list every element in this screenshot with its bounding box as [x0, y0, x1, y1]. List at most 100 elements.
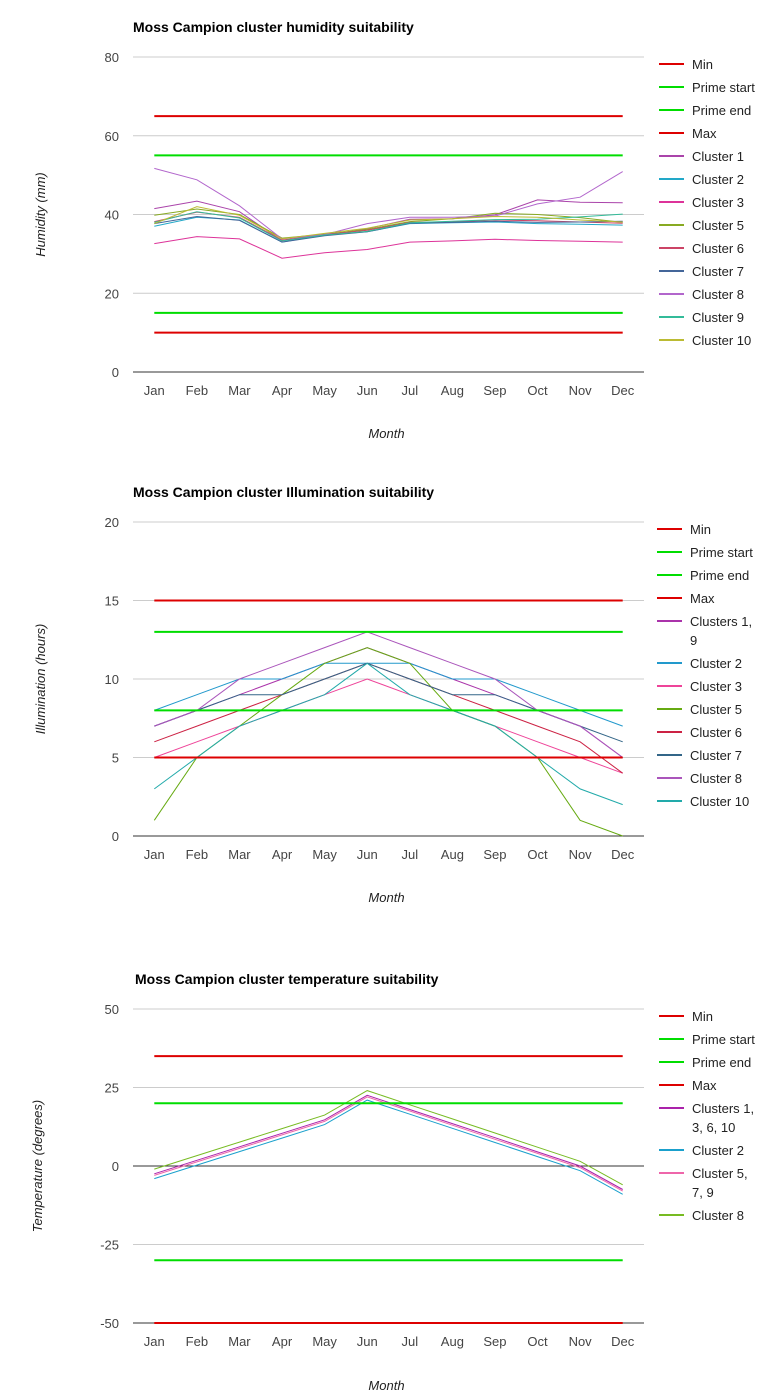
legend-item[interactable]: Cluster 1 — [659, 149, 744, 164]
legend-item[interactable]: Prime start — [659, 80, 755, 95]
legend-label: Min — [692, 57, 713, 72]
legend-item[interactable]: Max — [659, 126, 717, 141]
legend-label: Cluster 5, — [692, 1166, 748, 1181]
legend-label: Cluster 3 — [692, 195, 744, 210]
legend-label: Prime start — [690, 545, 753, 560]
legend-label: Clusters 1, — [692, 1101, 754, 1116]
y-tick-label: 25 — [105, 1081, 119, 1096]
chart-3: Moss Campion cluster temperature suitabi… — [30, 971, 755, 1390]
legend-label: Max — [692, 1078, 717, 1093]
x-tick-label: Mar — [228, 847, 251, 862]
legend-label: Cluster 7 — [690, 748, 742, 763]
chart-title: Moss Campion cluster humidity suitabilit… — [133, 19, 414, 35]
x-tick-label: Jan — [144, 383, 165, 398]
x-tick-label: Jun — [357, 1334, 378, 1349]
legend-item[interactable]: Prime start — [659, 1032, 755, 1047]
series-line-cluster-6 — [154, 211, 623, 241]
x-tick-label: Jun — [357, 847, 378, 862]
x-tick-label: Dec — [611, 847, 635, 862]
x-tick-label: Feb — [186, 383, 208, 398]
legend-item[interactable]: Prime start — [657, 545, 753, 560]
x-tick-label: Jul — [401, 847, 418, 862]
series-line-cluster-3 — [154, 678, 623, 774]
x-axis-label: Month — [368, 1378, 404, 1390]
legend-item[interactable]: Min — [659, 1009, 713, 1024]
legend-label: Cluster 9 — [692, 310, 744, 325]
y-axis-label: Temperature (degrees) — [30, 1100, 45, 1232]
legend-item[interactable]: Cluster 6 — [659, 241, 744, 256]
x-tick-label: Oct — [527, 1334, 548, 1349]
legend-item[interactable]: Cluster 7 — [659, 264, 744, 279]
x-tick-label: Feb — [186, 1334, 208, 1349]
legend-label: Cluster 8 — [692, 1208, 744, 1223]
legend-item[interactable]: Prime end — [657, 568, 749, 583]
series-line-cluster-8 — [154, 1090, 623, 1186]
chart-1: Moss Campion cluster humidity suitabilit… — [33, 19, 755, 441]
legend-item[interactable]: Cluster 8 — [659, 287, 744, 302]
chart-title: Moss Campion cluster temperature suitabi… — [135, 971, 439, 987]
legend-item[interactable]: Cluster 9 — [659, 310, 744, 325]
x-tick-label: May — [312, 1334, 337, 1349]
x-tick-label: Jul — [401, 383, 418, 398]
series-line-cluster-9 — [154, 211, 623, 242]
legend-item[interactable]: Cluster 2 — [657, 656, 742, 671]
x-tick-label: Mar — [228, 383, 251, 398]
legend-item[interactable]: Cluster 6 — [657, 725, 742, 740]
legend-item[interactable]: Cluster 2 — [659, 172, 744, 187]
legend-item[interactable]: Min — [659, 57, 713, 72]
legend-item[interactable]: Cluster 3 — [659, 195, 744, 210]
x-tick-label: Oct — [527, 847, 548, 862]
legend-label: Min — [692, 1009, 713, 1024]
y-tick-label: -50 — [100, 1316, 119, 1331]
legend-label: Cluster 2 — [692, 1143, 744, 1158]
series-line-cluster-8 — [154, 167, 623, 240]
legend-label: Cluster 10 — [692, 333, 751, 348]
x-tick-label: Apr — [272, 847, 293, 862]
y-axis-label: Humidity (mm) — [33, 172, 48, 257]
legend-label: 9 — [690, 633, 697, 648]
legend-item[interactable]: Cluster 8 — [659, 1208, 744, 1223]
legend-label: 3, 6, 10 — [692, 1120, 735, 1135]
x-tick-label: Feb — [186, 847, 208, 862]
legend-label: Prime start — [692, 1032, 755, 1047]
x-tick-label: Nov — [569, 383, 593, 398]
x-tick-label: Jun — [357, 383, 378, 398]
series-line-cluster-5-7-9 — [154, 1096, 623, 1192]
x-tick-label: Nov — [569, 847, 593, 862]
x-tick-label: Jan — [144, 1334, 165, 1349]
legend-item[interactable]: Clusters 1, 9 — [657, 614, 752, 648]
y-tick-label: 40 — [105, 208, 119, 223]
x-tick-label: Jan — [144, 847, 165, 862]
legend-item[interactable]: Prime end — [659, 1055, 751, 1070]
legend-item[interactable]: Min — [657, 522, 711, 537]
legend-item[interactable]: Cluster 10 — [657, 794, 749, 809]
legend-item[interactable]: Cluster 10 — [659, 333, 751, 348]
legend-item[interactable]: Cluster 2 — [659, 1143, 744, 1158]
legend-item[interactable]: Cluster 5 — [659, 218, 744, 233]
legend-item[interactable]: Prime end — [659, 103, 751, 118]
legend-label: Clusters 1, — [690, 614, 752, 629]
legend-item[interactable]: Clusters 1, 3, 6, 10 — [659, 1101, 754, 1135]
legend-item[interactable]: Cluster 5 — [657, 702, 742, 717]
y-tick-label: 80 — [105, 50, 119, 65]
legend-item[interactable]: Cluster 8 — [657, 771, 742, 786]
x-tick-label: Aug — [441, 847, 464, 862]
legend-item[interactable]: Max — [657, 591, 715, 606]
legend-label: Cluster 5 — [692, 218, 744, 233]
legend-label: Prime end — [692, 1055, 751, 1070]
legend-item[interactable]: Max — [659, 1078, 717, 1093]
legend-item[interactable]: Cluster 3 — [657, 679, 742, 694]
x-tick-label: Sep — [483, 847, 506, 862]
legend-item[interactable]: Cluster 5, 7, 9 — [659, 1166, 748, 1200]
legend-item[interactable]: Cluster 7 — [657, 748, 742, 763]
x-tick-label: Sep — [483, 1334, 506, 1349]
y-tick-label: 60 — [105, 129, 119, 144]
y-axis-label: Illumination (hours) — [33, 624, 48, 735]
x-tick-label: Nov — [569, 1334, 593, 1349]
legend-label: Prime end — [692, 103, 751, 118]
x-tick-label: Apr — [272, 1334, 293, 1349]
x-tick-label: Aug — [441, 383, 464, 398]
y-tick-label: 10 — [105, 672, 119, 687]
x-tick-label: Oct — [527, 383, 548, 398]
